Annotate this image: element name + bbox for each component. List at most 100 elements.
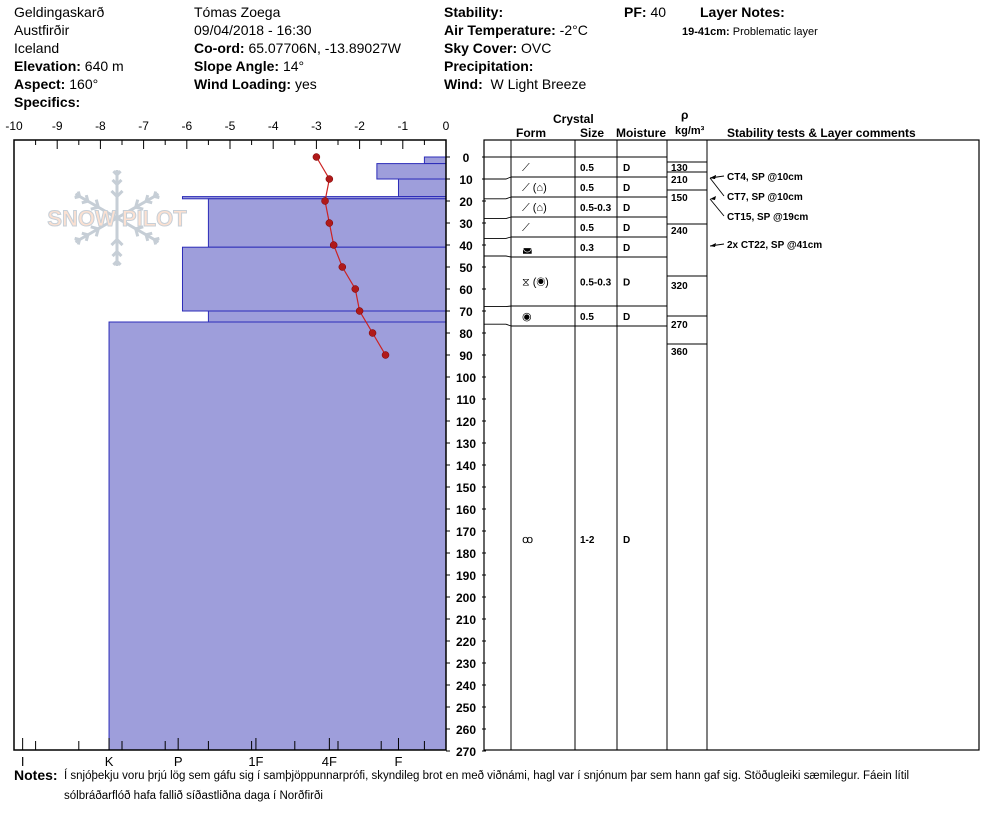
aspect-value: 160° [69,76,99,92]
layer-note-range: 19-41cm: [682,26,730,38]
watermark-text: SNOW PILOT [47,206,187,231]
snowflake-branch [84,194,90,202]
density-value: 150 [671,193,688,204]
snowflake-branch [115,250,123,258]
layer-form: ⧖ (◉) [522,277,549,289]
depth-tick-label: 20 [459,195,473,209]
temperature-tick-label: -6 [181,119,192,133]
depth-tick-label: 10 [459,173,473,187]
layer-moisture: D [623,243,630,254]
snowflake-branch [76,191,82,197]
notes-line-1: Í snjóþekju voru þrjú lög sem gáfu sig í… [64,770,910,782]
elevation-row: Elevation: 640 m [14,58,124,75]
temperature-tick-label: -2 [354,119,365,133]
depth-tick-label: 250 [456,701,476,715]
air-temp-label: Air Temperature: [444,22,556,38]
depth-tick-label: 180 [456,547,476,561]
slope-value: 14° [282,58,305,74]
hardness-tick-label: P [174,754,183,769]
layer-size: 0.5 [580,183,594,194]
hardness-tick-label: I [21,754,25,769]
observation-datetime: 09/04/2018 - 16:30 [194,22,312,38]
density-value: 360 [671,347,688,358]
stability-header: Stability tests & Layer comments [727,126,916,140]
location-name: Geldingaskarð [14,4,105,20]
pf-label: PF: [624,4,647,20]
snowflake-branch [134,199,140,208]
temperature-point [325,219,334,227]
layer-note-text: Problematic layer [732,26,818,38]
layer-connector [484,216,512,220]
depth-tick-label: 130 [456,437,476,451]
depth-tick-label: 30 [459,217,473,231]
hardness-layer [207,310,447,323]
layer-notes-label: Layer Notes: [700,4,785,20]
temperature-tick-label: -7 [138,119,149,133]
depth-tick-label: 100 [456,371,476,385]
stability-arrowhead [710,196,716,200]
layer-connector [484,196,512,200]
temperature-tick-label: -9 [52,119,63,133]
layer-size: 0.5-0.3 [580,203,612,214]
density-value: 240 [671,226,688,237]
snowflake-branch [111,178,119,186]
precip-label: Precipitation: [444,58,534,74]
temperature-point [381,351,390,359]
snowflake-branch [74,194,80,200]
air-temp-value: -2°C [559,22,588,38]
snowflake-branch [154,194,160,200]
hardness-layer [376,163,447,180]
snowflake-branch [94,228,100,237]
snowflake-arm [116,192,160,220]
temperature-tick-label: -8 [95,119,106,133]
depth-tick-label: 80 [459,327,473,341]
snowflake-branch [76,239,82,245]
rho-header: ρ [681,108,689,122]
hardness-layer [423,156,447,165]
density-value: 320 [671,281,688,292]
snowflake-branch [110,189,119,198]
coord-label: Co-ord: [194,40,245,56]
layer-form: ꝏ [522,534,533,546]
layer-form: ⟋ (⌂) [522,182,547,194]
temperature-point [368,329,377,337]
snowflake-branch [112,260,119,266]
pf-value: 40 [650,4,667,20]
layer-moisture: D [623,312,630,323]
stability-arrow [709,177,725,197]
specifics-label: Specifics: [14,94,81,110]
snowflake-arm [74,216,118,244]
hardness-layer [181,246,447,312]
snowflake-branch [152,191,158,197]
layer-moisture: D [623,163,630,174]
moisture-header: Moisture [616,126,667,140]
depth-tick-label: 270 [456,745,476,759]
snowflake-branch [90,205,99,211]
slope-label: Slope Angle: [194,58,280,74]
depth-tick-label: 160 [456,503,476,517]
stability-test: CT15, SP @19cm [727,212,808,223]
layer-moisture: D [623,535,630,546]
temperature-tick-label: -4 [268,119,279,133]
density-value: 210 [671,175,688,186]
snowflake-branch [135,225,144,231]
layer-form: ◛ [522,242,533,254]
depth-tick-label: 200 [456,591,476,605]
stability-test: CT4, SP @10cm [727,172,803,183]
layer-connector [484,255,512,258]
snowflake-branch [145,231,153,237]
depth-tick-label: 40 [459,239,473,253]
hardness-layer [108,321,447,751]
snowflake-arm [116,216,160,244]
temperature-point [329,241,338,249]
temperature-point [325,175,334,183]
layer-connector [484,305,512,308]
stability-test: CT7, SP @10cm [727,192,803,203]
temperature-point [351,285,360,293]
stability-label: Stability: [444,4,504,20]
aspect-label: Aspect: [14,76,66,92]
layer-moisture: D [623,223,630,234]
aspect-row: Aspect: 160° [14,76,98,93]
stability-arrowhead [710,243,716,247]
stability-arrow [709,198,725,217]
